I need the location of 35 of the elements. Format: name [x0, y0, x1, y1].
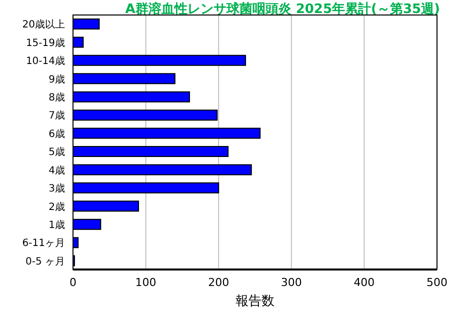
x-tick-label: 400 — [354, 276, 375, 289]
y-tick-label: 10-14歳 — [26, 55, 65, 68]
bar — [73, 54, 246, 66]
bar — [73, 91, 190, 102]
y-tick-label: 0-5 ヶ月 — [25, 256, 65, 268]
y-tick-label: 1歳 — [48, 219, 65, 232]
y-tick-label: 4歳 — [48, 164, 65, 176]
bar — [73, 218, 102, 230]
x-tick-label: 0 — [70, 276, 76, 289]
x-axis-title: 報告数 — [234, 293, 276, 310]
y-tick-label: 7歳 — [48, 110, 65, 122]
chart-title: A群溶血性レンサ球菌咽頭炎 2025年累計(～第35週) — [125, 0, 440, 18]
x-tick-label: 200 — [208, 276, 230, 289]
y-tick-label: 8歳 — [48, 92, 65, 104]
x-tick-label: 100 — [135, 276, 156, 289]
x-tick-label: 500 — [426, 276, 448, 289]
y-tick-label: 3歳 — [48, 182, 65, 195]
x-tick-label: 300 — [280, 276, 302, 289]
bar — [73, 73, 176, 84]
bar — [73, 146, 229, 158]
y-tick-label: 9歳 — [48, 73, 65, 86]
bar — [73, 200, 140, 212]
bar — [73, 182, 220, 194]
y-tick-label: 6-11ヶ月 — [22, 238, 65, 250]
y-tick-label: 2歳 — [48, 200, 65, 213]
y-tick-label: 20歳以上 — [22, 18, 65, 31]
bar — [73, 110, 218, 121]
bar — [73, 18, 100, 30]
y-tick-label: 6歳 — [48, 128, 65, 140]
bar — [73, 164, 252, 176]
bar — [73, 237, 79, 248]
y-tick-label: 15-19歳 — [26, 36, 65, 49]
bar — [73, 128, 261, 139]
y-tick-label: 5歳 — [48, 146, 65, 158]
bar — [73, 36, 84, 48]
